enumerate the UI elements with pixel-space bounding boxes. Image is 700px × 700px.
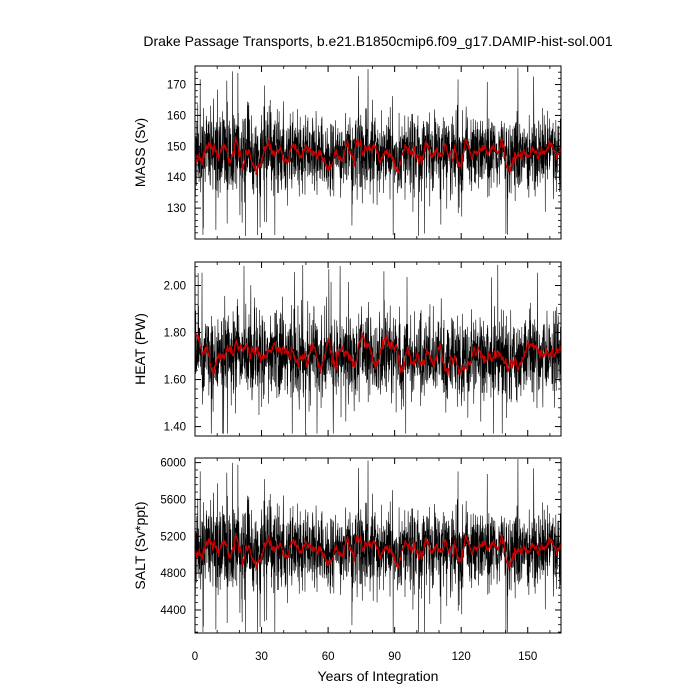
x-tick-label: 150 <box>518 651 537 663</box>
smoothed-series-line-3 <box>195 532 561 570</box>
y-tick-label: 1.60 <box>164 375 186 387</box>
y-tick-label: 130 <box>167 203 186 215</box>
panel-2: 1.40 1.60 1.80 2.00 HEAT (PW) <box>132 261 562 437</box>
y-tick-label: 1.40 <box>164 422 186 434</box>
plot-frame-2 <box>194 261 562 437</box>
x-tick-label: 90 <box>388 651 401 663</box>
y-tick-label: 170 <box>167 80 186 92</box>
y-tick-label: 140 <box>167 172 186 184</box>
y-axis-label-3: SALT (Sv*ppt) <box>132 501 148 589</box>
panels: 130 140 150 160 170 MASS (Sv) 1.40 1.60 1.80 2.00… <box>132 65 562 663</box>
y-tick-label: 5200 <box>160 531 186 543</box>
smoothed-series-line-1 <box>195 136 561 175</box>
y-axis-label-2: HEAT (PW) <box>132 313 148 385</box>
y-tick-label: 6000 <box>160 458 186 470</box>
y-tick-label: 1.80 <box>164 328 186 340</box>
y-tick-label: 5600 <box>160 494 186 506</box>
raw-series-line-3 <box>195 459 561 633</box>
plot-frame-3 <box>194 457 562 634</box>
y-axis-label-1: MASS (Sv) <box>132 118 148 187</box>
panel-1: 130 140 150 160 170 MASS (Sv) <box>132 65 562 240</box>
x-tick-label: 120 <box>452 651 471 663</box>
y-tick-label: 160 <box>167 110 186 122</box>
y-tick-label: 2.00 <box>164 281 186 293</box>
y-tick-label: 4800 <box>160 568 186 580</box>
y-tick-label: 4400 <box>160 605 186 617</box>
chart-title: Drake Passage Transports, b.e21.B1850cmi… <box>143 33 612 49</box>
y-tick-label: 150 <box>167 141 186 153</box>
x-tick-label: 30 <box>255 651 268 663</box>
x-tick-label: 0 <box>192 651 198 663</box>
raw-series-line-2 <box>195 264 561 434</box>
x-tick-label: 60 <box>322 651 335 663</box>
smoothed-series-line-2 <box>195 331 561 379</box>
x-axis-label: Years of Integration <box>318 668 439 684</box>
panel-3: 4400 4800 5200 5600 6000 SALT (Sv*ppt) <box>132 457 562 634</box>
